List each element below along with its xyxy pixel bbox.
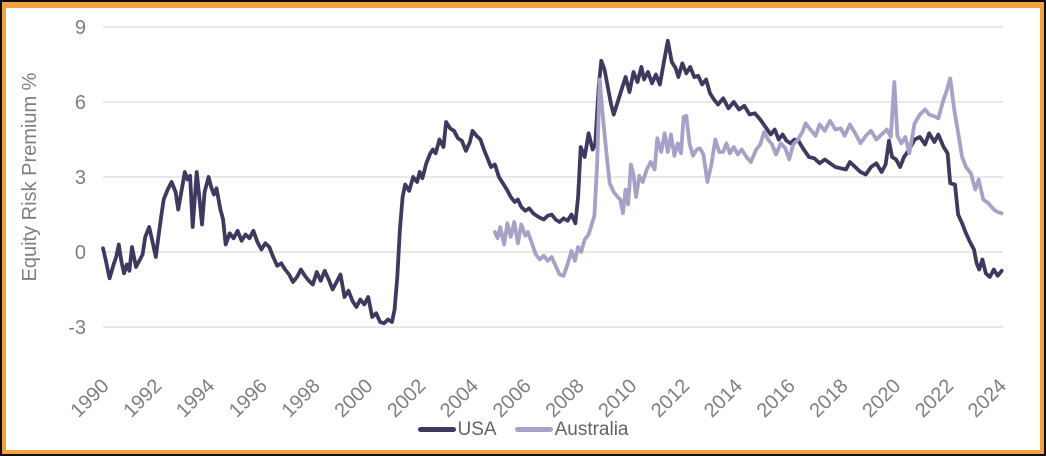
- x-tick-label: 2008: [542, 375, 589, 422]
- x-tick-label: 2006: [489, 375, 536, 422]
- legend-swatch-australia: [514, 426, 553, 432]
- x-tick-label: 2014: [700, 375, 747, 422]
- x-tick-label: 2024: [964, 375, 1011, 422]
- x-tick-label: 1994: [172, 375, 219, 422]
- x-tick-label: 2000: [330, 375, 377, 422]
- legend-item-usa: USA: [417, 418, 497, 440]
- y-tick-label: 3: [75, 167, 86, 189]
- legend: USA Australia: [0, 416, 1046, 442]
- y-tick-label: 0: [75, 242, 86, 264]
- y-axis-title: Equity Risk Premium %: [19, 72, 41, 281]
- series-line-australia: [492, 76, 1004, 278]
- legend-item-australia: Australia: [514, 418, 629, 440]
- x-tick-label: 2020: [858, 375, 905, 422]
- x-tick-label: 2002: [383, 375, 430, 422]
- y-tick-label: -3: [68, 317, 86, 339]
- x-tick-label: 1992: [119, 375, 166, 422]
- x-tick-label: 2022: [911, 375, 958, 422]
- x-tick-label: 2016: [753, 375, 800, 422]
- x-tick-label: 2010: [594, 375, 641, 422]
- y-tick-label: 6: [75, 92, 86, 114]
- legend-label-australia: Australia: [554, 418, 629, 440]
- y-tick-label: 9: [75, 17, 86, 39]
- legend-swatch-usa: [417, 426, 456, 432]
- legend-label-usa: USA: [457, 418, 497, 440]
- x-tick-label: 2012: [647, 375, 694, 422]
- x-tick-label: 1990: [67, 375, 114, 422]
- series-line-usa: [101, 38, 1004, 326]
- x-tick-label: 2004: [436, 375, 483, 422]
- x-tick-label: 1996: [225, 375, 272, 422]
- x-tick-label: 2018: [806, 375, 853, 422]
- x-tick-label: 1998: [278, 375, 325, 422]
